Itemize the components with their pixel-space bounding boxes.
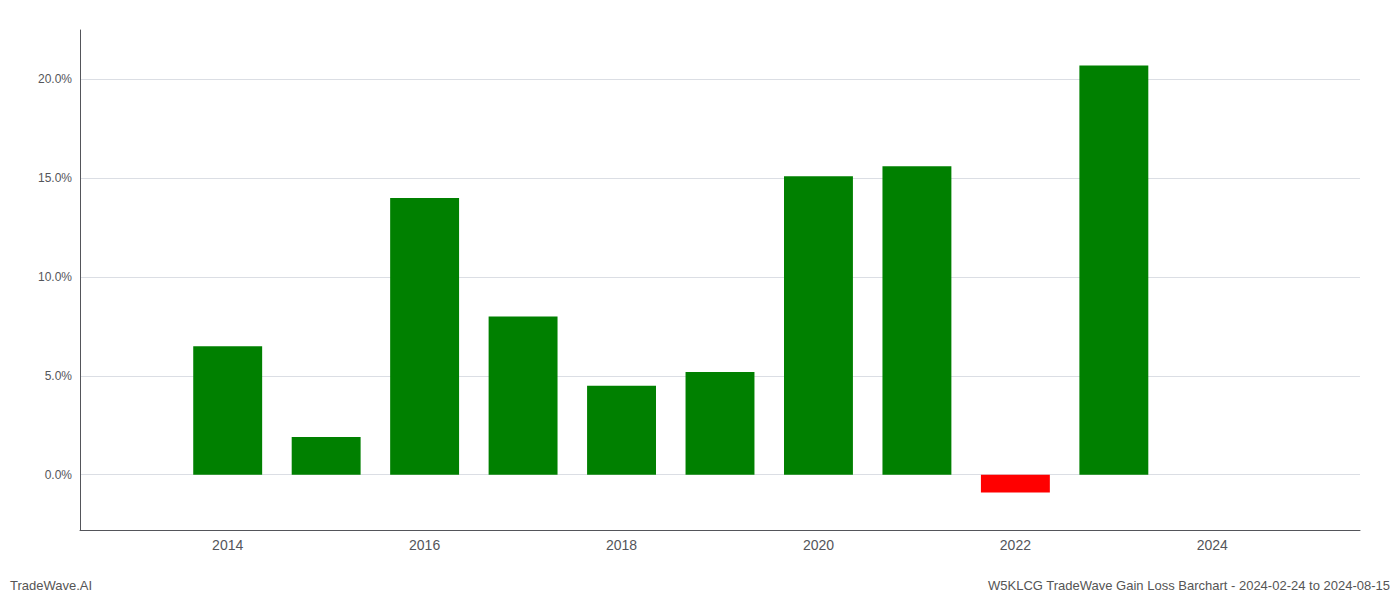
svg-text:5.0%: 5.0% — [45, 369, 73, 383]
svg-text:15.0%: 15.0% — [38, 171, 72, 185]
svg-text:W5KLCG TradeWave Gain Loss Bar: W5KLCG TradeWave Gain Loss Barchart - 20… — [988, 578, 1390, 593]
svg-text:2024: 2024 — [1197, 537, 1228, 553]
svg-text:0.0%: 0.0% — [45, 468, 73, 482]
svg-text:TradeWave.AI: TradeWave.AI — [10, 578, 92, 593]
svg-text:10.0%: 10.0% — [38, 270, 72, 284]
svg-text:2022: 2022 — [1000, 537, 1031, 553]
svg-text:2014: 2014 — [212, 537, 243, 553]
svg-text:20.0%: 20.0% — [38, 72, 72, 86]
svg-text:2020: 2020 — [803, 537, 834, 553]
svg-text:2018: 2018 — [606, 537, 637, 553]
svg-text:2016: 2016 — [409, 537, 440, 553]
